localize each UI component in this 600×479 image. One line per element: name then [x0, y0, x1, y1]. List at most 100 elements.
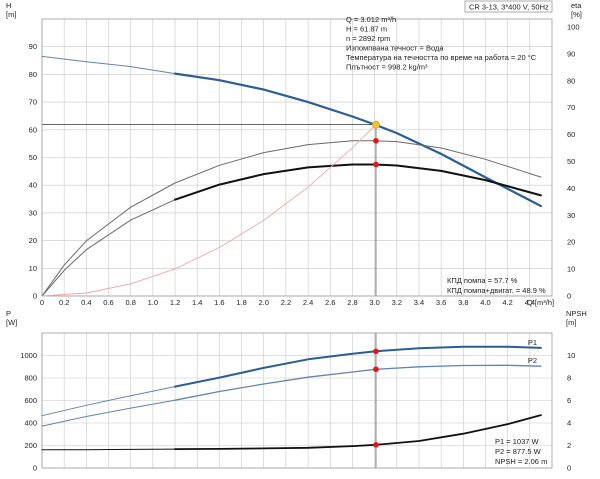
x-tick-label: 2.8	[347, 298, 357, 307]
x-tick-label: 0.8	[125, 298, 135, 307]
x-tick-label: 1.6	[214, 298, 224, 307]
bottom-left-y-tick-label: 0	[33, 464, 37, 473]
series-p1-thin	[41, 386, 176, 417]
bottom-left-y-tick-label: 400	[24, 419, 37, 428]
bottom-p-axis-label: P	[6, 309, 11, 318]
duty-point-marker	[372, 120, 380, 129]
series-npsh-thin	[41, 448, 176, 451]
x-tick-label: 3.6	[436, 298, 446, 307]
x-tick-label: 0.2	[59, 298, 69, 307]
x-tick-label: 0.6	[103, 298, 113, 307]
bottom-right-y-tick-label: 10	[567, 351, 575, 360]
power-note-p1: P1 = 1037 W	[495, 437, 539, 446]
top-h-axis-unit: [m]	[6, 10, 16, 19]
top-eta-axis-label: eta	[571, 1, 582, 10]
x-axis-label: Q [m³/h]	[527, 298, 554, 307]
bottom-plot-frame	[41, 332, 553, 469]
series-H	[173, 72, 543, 208]
x-tick-label: 2.0	[259, 298, 269, 307]
x-tick-label: 3.0	[369, 298, 379, 307]
bottom-left-y-tick-label: 200	[24, 441, 37, 450]
x-tick-label: 1.8	[236, 298, 246, 307]
bottom-right-y-tick-label: 6	[567, 396, 571, 405]
axes-layer: 0 0.2 0.4 0.6 0.8 1.0 1.2 1.4 1.6 1.8 2.0 2.2 2.4 2.6…	[20, 18, 580, 473]
efficiency-note-pump: КПД помпа = 57.7 %	[447, 276, 518, 285]
bottom-left-y-tick-label: 600	[24, 396, 37, 405]
info-line-q: Q = 3.012 m³/h	[346, 15, 396, 24]
top-right-y-tick-label: 100	[567, 23, 580, 32]
x-tick-label: 2.4	[303, 298, 313, 307]
series-p2-thin	[41, 399, 176, 427]
bottom-left-y-tick-label: 1000	[20, 351, 37, 360]
bottom-npsh-axis-unit: [m]	[566, 318, 576, 327]
x-tick-label: 4.4	[525, 298, 535, 307]
header-box	[464, 0, 553, 13]
x-tick-label: 4.0	[480, 298, 490, 307]
top-right-y-tick-label: 40	[567, 184, 575, 193]
bottom-right-y-tick-label: 2	[567, 441, 571, 450]
series-eta-pump	[41, 140, 542, 297]
bottom-right-y-tick-label: 4	[567, 419, 571, 428]
power-marker	[373, 348, 379, 355]
info-line-n: n = 2892 rpm	[346, 34, 390, 43]
x-tick-label: 3.2	[392, 298, 402, 307]
x-tick-label: 1.0	[148, 298, 158, 307]
series-eta-total	[174, 163, 542, 201]
top-plot-frame	[41, 18, 553, 297]
series-p2	[174, 364, 542, 401]
power-marker	[373, 366, 379, 373]
power-marker	[373, 442, 379, 448]
bottom-p-axis-unit: [W]	[6, 318, 17, 327]
efficiency-note-total: КПД помпа+двигат. = 48.9 %	[447, 286, 546, 295]
top-left-y-tick-label: 10	[29, 264, 37, 273]
top-right-y-tick-label: 80	[567, 76, 575, 85]
top-left-y-tick-label: 50	[29, 153, 37, 162]
top-eta-axis-unit: [%]	[571, 10, 582, 19]
top-left-y-tick-label: 40	[29, 181, 37, 190]
power-note-npsh: NPSH = 2.06 m	[495, 457, 547, 466]
efficiency-marker	[373, 161, 379, 168]
series-npsh	[174, 414, 542, 451]
top-left-y-tick-label: 20	[29, 236, 37, 245]
x-tick-label: 3.4	[414, 298, 424, 307]
top-left-y-tick-label: 90	[29, 42, 37, 51]
bottom-npsh-axis-label: NPSH	[566, 309, 587, 318]
info-line-liquid: Изпомпвана течност = Вода	[346, 44, 444, 53]
top-left-y-tick-label: 80	[29, 70, 37, 79]
x-tick-label: 2.6	[325, 298, 335, 307]
info-line-density: Плътност = 998.2 kg/m³	[346, 63, 428, 72]
top-right-y-tick-label: 0	[567, 292, 571, 301]
x-tick-label: 0.4	[81, 298, 91, 307]
top-right-y-tick-label: 10	[567, 265, 575, 274]
top-right-y-tick-label: 20	[567, 238, 575, 247]
x-tick-label: 0	[40, 298, 44, 307]
top-h-axis-label: H	[6, 1, 11, 10]
grid-layer	[41, 19, 552, 469]
series-eta-total-thin	[41, 199, 176, 297]
top-right-y-tick-label: 60	[567, 130, 575, 139]
header-label: CR 3-13, 3*400 V, 50Hz	[469, 3, 549, 12]
info-line-h: H = 61.87 m	[346, 25, 387, 34]
info-line-temperature: Температура на течността по време на раб…	[346, 53, 537, 62]
x-tick-label: 3.8	[458, 298, 468, 307]
x-tick-label: 4.2	[502, 298, 512, 307]
series-label-p2: P2	[528, 356, 537, 365]
power-note-p2: P2 = 877.5 W	[495, 447, 542, 456]
markers-layer	[372, 120, 380, 448]
top-left-y-tick-label: 30	[29, 208, 37, 217]
series-layer	[41, 55, 543, 451]
series-H-thin	[41, 55, 176, 75]
top-right-y-tick-label: 50	[567, 157, 575, 166]
series-system-curve	[41, 124, 377, 297]
bottom-right-y-tick-label: 0	[567, 464, 571, 473]
top-left-y-tick-label: 0	[33, 292, 37, 301]
series-label-p1: P1	[528, 338, 537, 347]
series-p1	[174, 345, 542, 388]
bottom-right-y-tick-label: 8	[567, 374, 571, 383]
x-tick-label: 1.2	[170, 298, 180, 307]
bottom-left-y-tick-label: 800	[24, 374, 37, 383]
top-right-y-tick-label: 70	[567, 103, 575, 112]
top-right-y-tick-label: 90	[567, 49, 575, 58]
